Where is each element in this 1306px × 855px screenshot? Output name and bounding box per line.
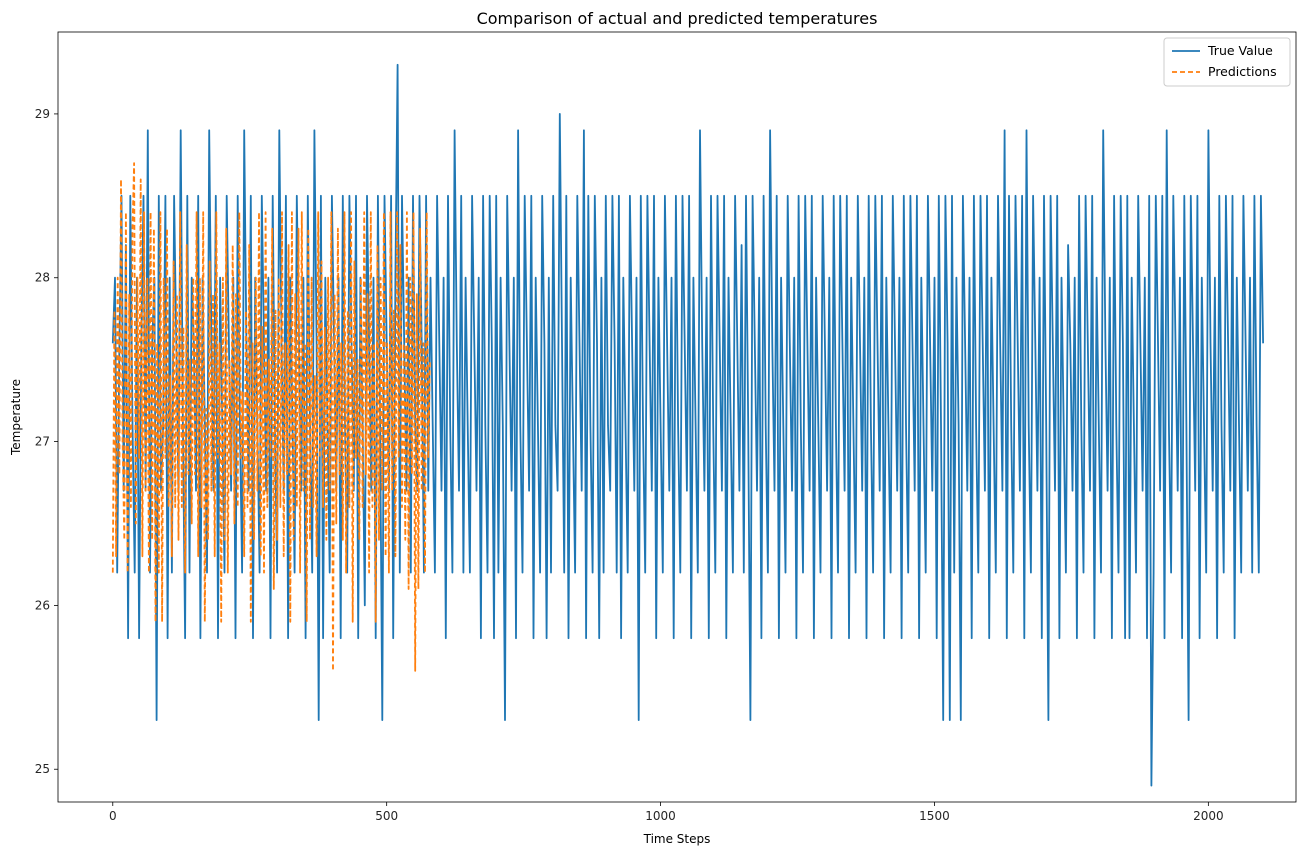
- y-tick-label: 29: [35, 107, 50, 121]
- legend-box: [1163, 37, 1291, 87]
- x-tick-label: 2000: [1193, 809, 1224, 823]
- x-tick-label: 1000: [645, 809, 676, 823]
- x-tick-label: 500: [375, 809, 398, 823]
- axes-frame: [57, 31, 1297, 803]
- x-tick-label: 0: [109, 809, 117, 823]
- y-axis-title: Temperature: [9, 379, 23, 456]
- legend-label-true-value: True Value: [1207, 43, 1273, 58]
- legend-label-predictions: Predictions: [1208, 64, 1277, 79]
- x-axis-title: Time Steps: [643, 832, 711, 846]
- y-tick-label: 26: [35, 598, 50, 612]
- series-layer: [111, 63, 1264, 787]
- y-tick-label: 25: [35, 762, 50, 776]
- y-tick-label: 28: [35, 271, 50, 285]
- series-line-predictions: [111, 162, 431, 672]
- legend: True Value Predictions: [1163, 37, 1291, 87]
- y-tick-label: 27: [35, 435, 50, 449]
- x-tick-label: 1500: [919, 809, 950, 823]
- y-axis: 25 26 27 28 29: [35, 107, 58, 776]
- chart-title: Comparison of actual and predicted tempe…: [477, 9, 878, 28]
- x-axis: 0 500 1000 1500 2000: [109, 802, 1224, 823]
